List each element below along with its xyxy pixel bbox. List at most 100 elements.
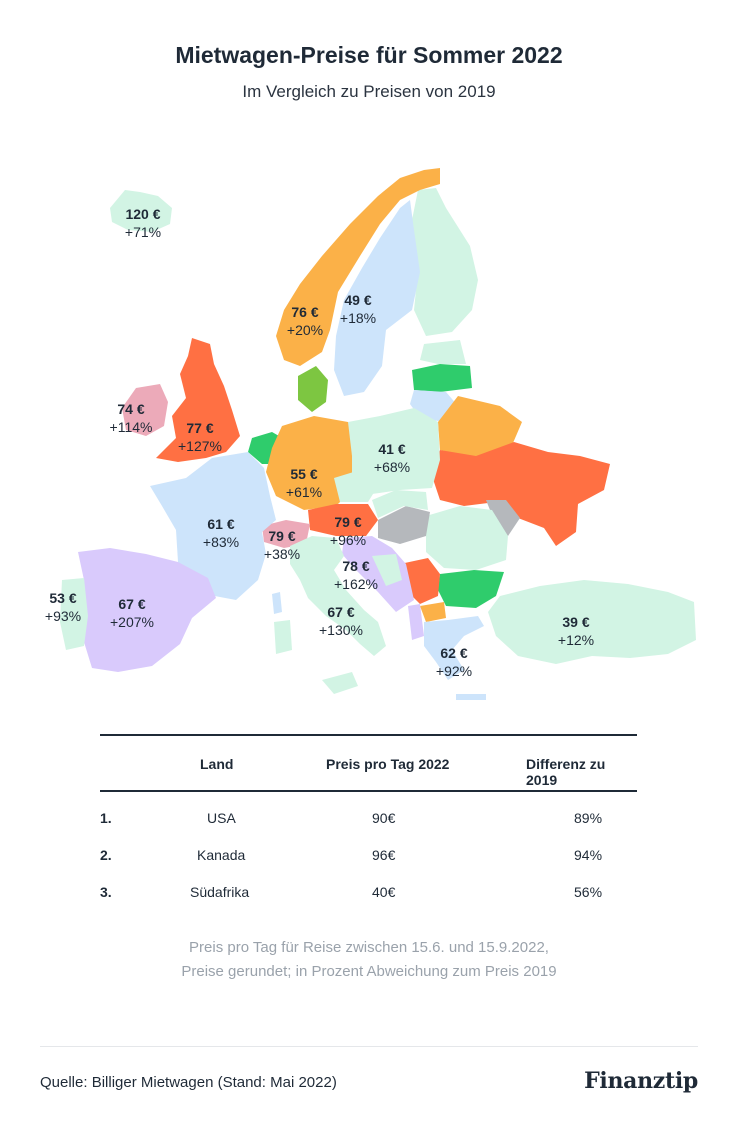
pct-island: +71%	[124, 224, 162, 240]
label-island: 120 € +71%	[125, 205, 161, 241]
label-irland: 74 € +114%	[110, 400, 153, 436]
country-rumaenien	[426, 506, 508, 570]
footnote-line-2: Preise gerundet; in Prozent Abweichung z…	[181, 963, 557, 980]
price-frankreich: 61 €	[207, 516, 235, 532]
country-nordmazedonien	[420, 602, 446, 622]
page-subtitle: Im Vergleich zu Preisen von 2019	[242, 82, 496, 101]
price-tuerkei: 39 €	[562, 614, 590, 630]
country-frankreich	[150, 452, 276, 600]
country-bosnien	[372, 554, 402, 586]
pct-schweden: +18%	[339, 310, 377, 326]
country-slowakei	[372, 490, 428, 518]
pct-polen: +68%	[373, 459, 411, 475]
header-differenz: Differenz zu 2019	[526, 756, 606, 788]
country-irland	[122, 384, 168, 436]
row-rank: 2.	[100, 847, 112, 863]
pct-norwegen: +20%	[286, 322, 324, 338]
europe-map-shapes	[60, 168, 696, 700]
label-polen: 41 € +68%	[374, 440, 410, 476]
label-spanien: 67 € +207%	[110, 595, 154, 631]
row-rank: 3.	[100, 884, 112, 900]
country-italien-sizilien	[322, 672, 358, 694]
pct-griechenland: +92%	[435, 663, 473, 679]
label-frankreich: 61 € +83%	[203, 515, 239, 551]
country-island	[110, 190, 172, 232]
pct-kroatien: +162%	[334, 576, 378, 592]
label-norwegen: 76 € +20%	[287, 303, 323, 339]
label-grossbritannien: 77 € +127%	[178, 419, 222, 455]
country-italien	[290, 536, 386, 656]
country-tschechien	[334, 470, 378, 502]
price-schweiz: 79 €	[268, 528, 296, 544]
country-schweden	[334, 200, 420, 396]
country-ungarn	[378, 506, 430, 544]
pct-tuerkei: +12%	[557, 632, 595, 648]
table-rule-top	[100, 734, 637, 736]
pct-italien: +130%	[319, 622, 363, 638]
country-bulgarien	[438, 570, 504, 608]
country-albanien	[408, 604, 424, 640]
country-schweiz	[262, 520, 310, 548]
row-land: USA	[207, 810, 236, 826]
header-preis: Preis pro Tag 2022	[326, 756, 450, 772]
country-daenemark	[298, 366, 328, 412]
label-schweden: 49 € +18%	[340, 291, 376, 327]
pct-portugal: +93%	[44, 608, 82, 624]
country-polen	[346, 408, 440, 494]
table-rule-header	[100, 790, 637, 792]
label-schweiz: 79 € +38%	[264, 527, 300, 563]
row-preis: 40€	[372, 884, 396, 900]
footnote-line-1: Preis pro Tag für Reise zwischen 15.6. u…	[189, 939, 549, 956]
country-korsika	[272, 592, 282, 614]
label-kroatien: 78 € +162%	[334, 557, 378, 593]
price-italien: 67 €	[327, 604, 355, 620]
country-baltikum-lettland	[412, 364, 472, 392]
country-baltikum-estland	[420, 340, 466, 364]
price-portugal: 53 €	[49, 590, 77, 606]
page-title: Mietwagen-Preise für Sommer 2022	[175, 42, 563, 68]
pct-spanien: +207%	[110, 614, 154, 630]
country-finnland	[410, 188, 478, 336]
pct-irland: +114%	[109, 419, 153, 435]
country-spanien	[78, 548, 216, 672]
country-ukraine	[432, 442, 610, 546]
pct-frankreich: +83%	[202, 534, 240, 550]
row-land: Kanada	[197, 847, 246, 863]
row-preis: 96€	[372, 847, 396, 863]
price-grossbritannien: 77 €	[186, 420, 214, 436]
country-griechenland	[424, 616, 484, 680]
country-belarus	[438, 396, 522, 458]
price-deutschland: 55 €	[290, 466, 318, 482]
row-preis: 90€	[372, 810, 396, 826]
row-differenz: 89%	[574, 810, 603, 826]
header-land: Land	[200, 756, 234, 772]
price-polen: 41 €	[378, 441, 406, 457]
footnote: Preis pro Tag für Reise zwischen 15.6. u…	[0, 936, 738, 984]
country-grossbritannien	[156, 338, 240, 462]
country-norwegen	[276, 168, 440, 366]
pct-schweiz: +38%	[263, 546, 301, 562]
row-differenz: 94%	[574, 847, 603, 863]
label-portugal: 53 € +93%	[45, 589, 81, 625]
price-griechenland: 62 €	[440, 645, 468, 661]
row-rank: 1.	[100, 810, 112, 826]
pct-grossbritannien: +127%	[178, 438, 222, 454]
label-tuerkei: 39 € +12%	[558, 613, 594, 649]
country-italien-sardinien	[274, 620, 292, 654]
price-kroatien: 78 €	[342, 558, 370, 574]
country-deutschland	[266, 416, 352, 510]
finanztip-logo: Finanztip	[584, 1068, 698, 1094]
country-portugal	[60, 578, 88, 650]
label-griechenland: 62 € +92%	[436, 644, 472, 680]
row-land: Südafrika	[190, 884, 250, 900]
country-moldawien	[486, 500, 520, 536]
row-differenz: 56%	[574, 884, 603, 900]
price-schweden: 49 €	[344, 292, 372, 308]
price-spanien: 67 €	[118, 596, 146, 612]
country-griechenland-kreta	[456, 694, 486, 700]
pct-deutschland: +61%	[285, 484, 323, 500]
country-oesterreich	[308, 504, 378, 536]
price-island: 120 €	[125, 206, 161, 222]
country-tuerkei	[488, 580, 696, 664]
pct-oesterreich: +96%	[329, 532, 367, 548]
